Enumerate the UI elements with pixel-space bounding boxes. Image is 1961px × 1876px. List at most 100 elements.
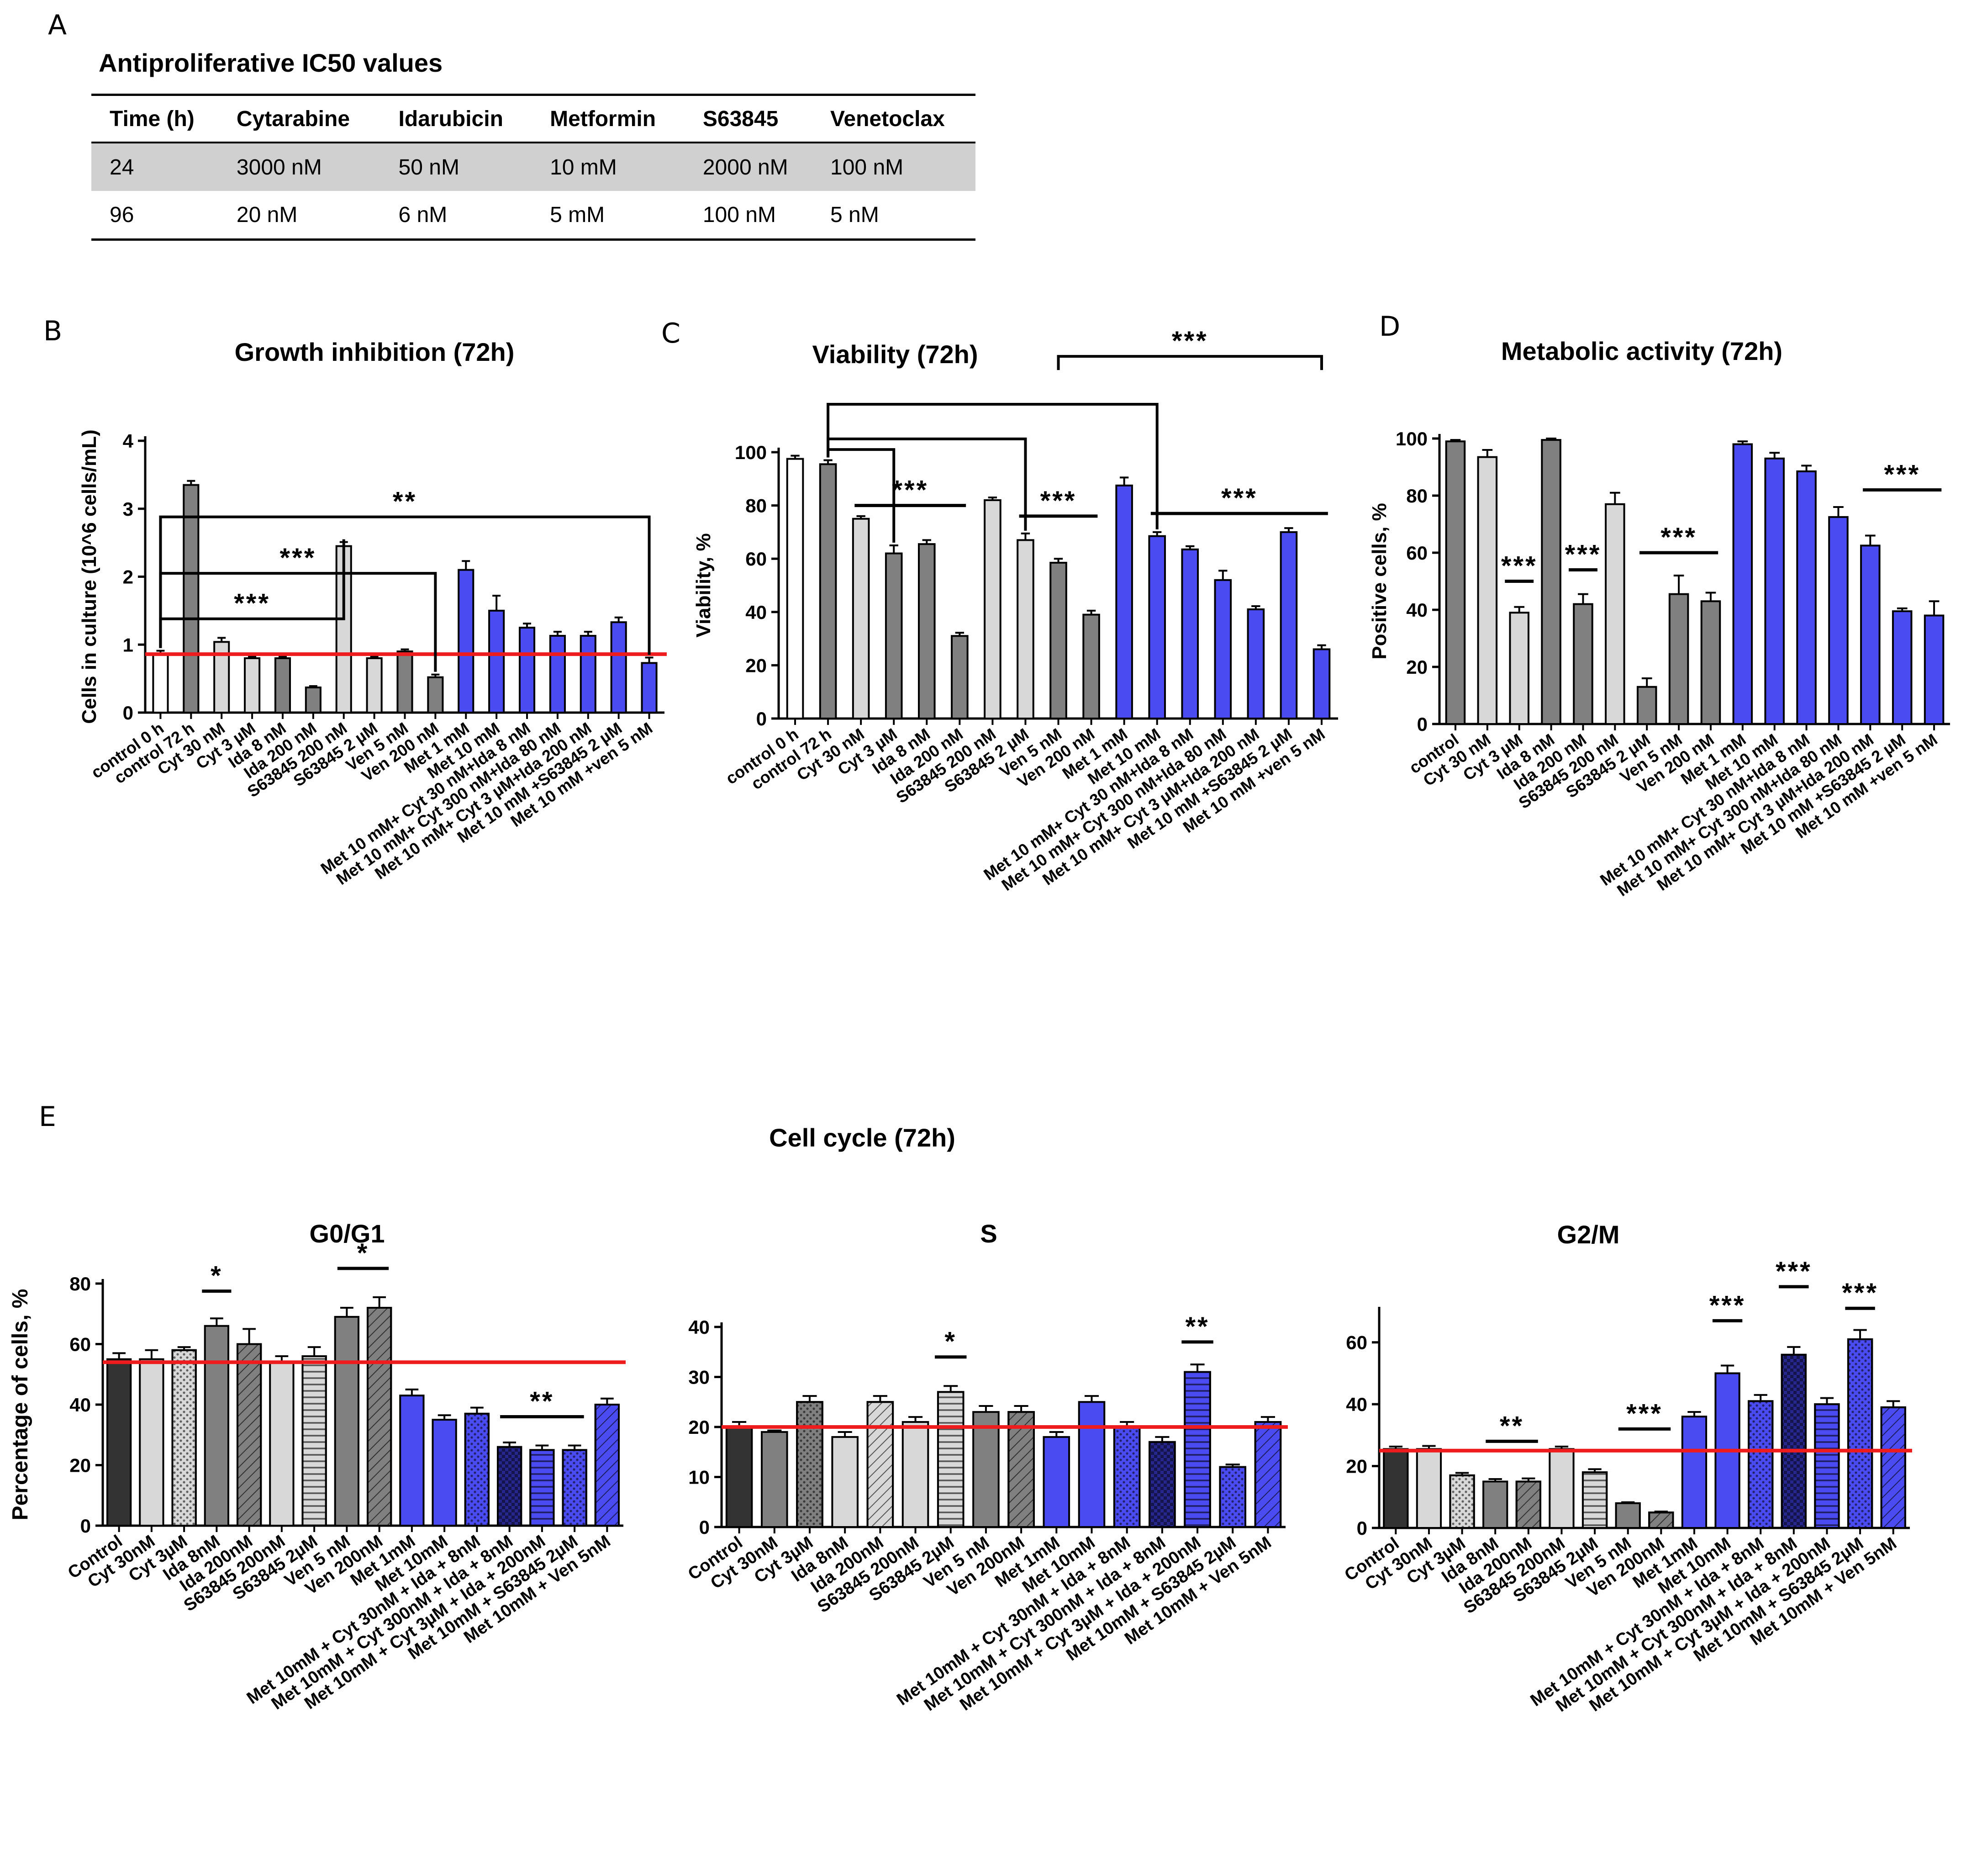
bar [106,1358,132,1527]
table-cell: 20 nM [218,191,380,241]
significance-bracket [159,539,345,648]
bar [334,1316,360,1527]
significance-label: *** [1172,326,1208,356]
significance-label: *** [1221,483,1258,513]
table-cell: 24 [91,143,218,191]
table-cell: 96 [91,191,218,241]
table-cell: 10 mM [532,143,685,191]
y-tick-label: 40 [1406,599,1428,621]
bar [1445,440,1466,725]
bar [1017,539,1034,719]
y-tick-label: 100 [735,442,767,463]
bar-pattern [1113,1426,1141,1528]
bar-pattern [1748,1400,1774,1529]
significance-label: *** [1842,1278,1878,1308]
bar [760,1431,788,1528]
chart-title: G0/G1 [310,1219,385,1248]
y-tick-label: 60 [745,548,767,570]
bar-pattern [1648,1511,1674,1529]
bar [831,1436,859,1528]
y-tick-label: 2 [123,566,133,588]
table-cell: 5 nM [812,191,975,241]
bar-pattern [1814,1403,1840,1529]
significance-label: *** [234,589,270,618]
bar-pattern [1449,1474,1475,1529]
bar [1681,1416,1708,1529]
bar-pattern [866,1401,894,1528]
significance-label: *** [892,476,928,505]
y-tick-label: 40 [688,1316,710,1338]
significance-label: *** [1776,1257,1812,1286]
significance-label: *** [1501,551,1538,581]
bar [1115,484,1133,719]
y-axis-label: Percentage of cells, % [8,1289,32,1521]
bar [244,657,261,713]
bar [1148,535,1166,720]
bar-pattern [301,1355,327,1527]
bar [951,635,969,720]
bar [885,552,903,720]
table-header-cell: Time (h) [91,95,218,143]
significance-label: *** [1626,1399,1663,1428]
chart-viability: Viability (72h)Viability, %020406080100c… [692,326,1338,894]
bar [1668,593,1689,725]
bar [432,1419,457,1527]
significance-bracket [827,403,1159,529]
y-tick-label: 3 [123,498,133,520]
bar-pattern [529,1449,555,1527]
ic50-table: Time (h) Cytarabine Idarubicin Metformin… [91,94,975,241]
bar [1383,1448,1409,1529]
panel-letter-b: B [43,315,63,347]
bar-pattern [1781,1353,1807,1529]
y-tick-label: 30 [688,1367,710,1388]
bar [1764,457,1785,725]
significance-label: * [211,1261,223,1291]
panel-letter-e: E [39,1101,56,1133]
y-tick-label: 1 [123,634,133,655]
y-tick-label: 40 [745,602,767,623]
bar [1280,531,1298,720]
section-e-title: Cell cycle (72h) [769,1123,955,1152]
bar-pattern [796,1401,823,1528]
significance-label: * [944,1327,957,1357]
bar [427,676,444,714]
significance-label: *** [1565,540,1602,570]
bar-pattern [1880,1406,1906,1529]
bar [725,1426,753,1528]
bar [204,1325,230,1527]
bar-pattern [1184,1371,1211,1528]
bar [972,1411,1000,1528]
chart-title: Growth inhibition (72h) [235,338,515,366]
bar [305,686,322,714]
significance-label: *** [1040,486,1077,516]
bar [518,627,536,713]
bar [1636,686,1657,725]
table-cell: 50 nM [380,143,532,191]
bar-pattern [464,1412,490,1527]
y-tick-label: 0 [1417,713,1428,735]
bar-pattern [236,1343,262,1527]
bar [1082,613,1100,719]
bar [852,518,870,719]
y-tick-label: 40 [69,1394,91,1416]
bar [1615,1502,1641,1529]
significance-label: ** [1185,1312,1209,1342]
y-axis-label: Positive cells, % [1368,503,1391,659]
bar [1043,1436,1070,1528]
table-header-row: Time (h) Cytarabine Idarubicin Metformin… [91,95,975,143]
table-header-cell: Venetoclax [812,95,975,143]
bar [1541,439,1561,725]
bar [183,484,200,713]
bar [274,657,291,713]
significance-label: ** [530,1387,554,1416]
bar [269,1361,295,1527]
significance-label: *** [280,543,316,573]
y-axis-label: Viability, % [692,533,715,637]
y-tick-label: 0 [699,1517,710,1538]
bar [1573,603,1593,725]
table-cell: 3000 nM [218,143,380,191]
table-cell: 2000 nM [684,143,812,191]
